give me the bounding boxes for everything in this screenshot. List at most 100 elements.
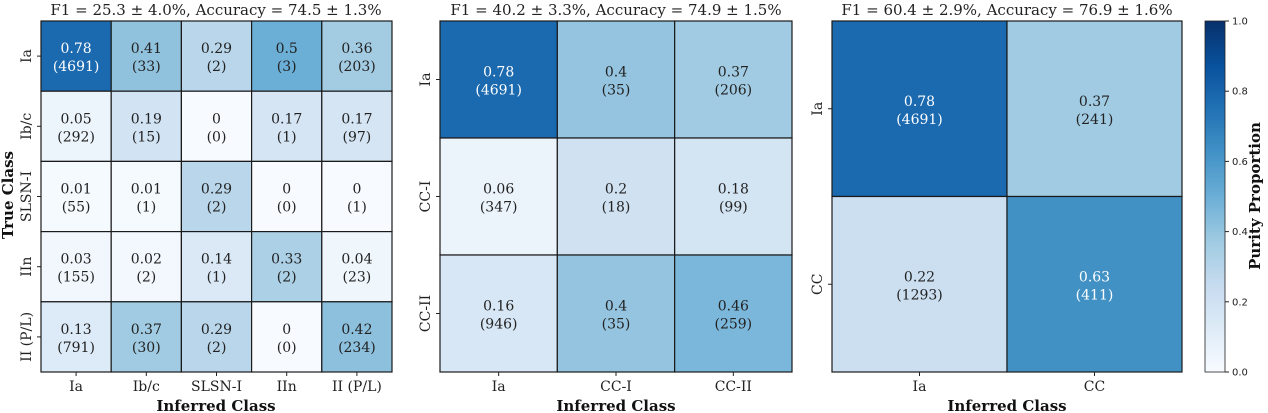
ytick-label-p3-0: Ia [810,102,826,116]
panel-2-heatmap: 0.78 (4691) 0.4 (35) 0.37 (206) 0.06 (347) 0.2 (1… [418,20,793,395]
cell-p1-r0-c2 [180,20,253,92]
xtick-label-p1-2: SLSN-I [191,379,242,395]
cell-p1-r4-c1 [110,301,182,373]
cell-count-p1-r1-c2: (0) [207,129,227,145]
cell-count-p2-r1-c0: (347) [480,200,518,216]
cell-value-p2-r2-c0: 0.16 [483,299,514,315]
cell-value-p1-r4-c2: 0.29 [201,322,232,338]
cell-count-p2-r2-c1: (35) [602,317,631,333]
panel-1-xlabel: Inferred Class [156,397,275,413]
cell-value-p3-r0-c1: 0.37 [1079,94,1110,110]
cell-value-p1-r4-c4: 0.42 [341,322,372,338]
cell-count-p1-r1-c3: (1) [277,129,297,145]
cell-count-p1-r2-c2: (2) [207,200,227,216]
cell-count-p1-r2-c3: (0) [277,200,297,216]
cell-p1-r3-c2 [180,231,253,303]
cell-value-p1-r1-c0: 0.05 [61,111,92,127]
colorbar: 0.0 0.2 0.4 0.6 0.8 1.0 Purity Proportion [1204,17,1264,379]
cell-value-p1-r2-c4: 0 [352,182,361,198]
cell-value-p1-r1-c1: 0.19 [131,111,162,127]
cell-p1-r3-c4 [321,231,393,303]
cell-p1-r2-c3 [251,160,323,233]
cell-count-p2-r1-c2: (99) [719,200,748,216]
cell-p2-r0-c0 [439,20,558,139]
panel-3-title: F1 = 60.4 ± 2.9%, Accuracy = 76.9 ± 1.6% [841,1,1172,19]
panel-1: F1 = 25.3 ± 4.0%, Accuracy = 74.5 ± 1.3%… [0,1,393,413]
cell-count-p1-r3-c1: (2) [136,270,156,286]
cell-p1-r3-c3 [251,231,323,303]
cell-value-p1-r0-c0: 0.78 [61,41,92,57]
cell-value-p1-r0-c4: 0.36 [341,41,372,57]
cell-p2-r0-c1 [556,20,676,139]
cell-count-p1-r3-c3: (2) [277,270,297,286]
cell-p1-r4-c2 [180,301,253,373]
panel-2-xlabel: Inferred Class [556,397,675,413]
cell-value-p2-r0-c0: 0.78 [483,65,514,81]
cell-p1-r1-c4 [321,90,393,162]
cell-value-p3-r0-c0: 0.78 [904,94,935,110]
colorbar-tick-label-4: 0.8 [1232,87,1248,98]
cell-count-p3-r0-c1: (241) [1076,112,1114,128]
cell-value-p3-r1-c0: 0.22 [904,269,935,285]
ytick-label-p2-0: Ia [418,73,434,87]
cell-value-p2-r1-c1: 0.2 [605,182,627,198]
cell-count-p1-r0-c4: (203) [338,59,376,75]
cell-p3-r0-c0 [831,20,1008,198]
cell-value-p1-r4-c3: 0 [282,322,291,338]
cell-value-p2-r2-c1: 0.4 [605,299,627,315]
cell-count-p3-r0-c0: (4691) [896,112,943,128]
cell-value-p2-r1-c0: 0.06 [483,182,514,198]
panel-1-heatmap: 0.78 (4691) 0.41 (33) 0.29 (2) 0.5 (3) 0.36 (203)… [19,20,393,395]
cell-count-p2-r0-c0: (4691) [475,83,522,99]
cell-count-p3-r1-c0: (1293) [896,287,943,303]
panel-3-xlabel: Inferred Class [947,397,1066,413]
cell-p1-r4-c0 [40,301,112,373]
cell-value-p1-r4-c1: 0.37 [131,322,162,338]
cell-count-p1-r2-c4: (1) [347,200,367,216]
xtick-label-p1-3: IIn [277,379,297,395]
cell-p1-r4-c4 [321,301,393,373]
colorbar-tick-label-2: 0.4 [1232,227,1248,238]
cell-value-p2-r0-c1: 0.4 [605,65,627,81]
cell-value-p1-r3-c3: 0.33 [271,252,302,268]
xtick-label-p2-2: CC-II [715,379,752,395]
colorbar-tick-label-0: 0.0 [1232,368,1248,379]
panel-1-title: F1 = 25.3 ± 4.0%, Accuracy = 74.5 ± 1.3% [50,1,381,19]
cell-p2-r1-c1 [556,137,676,256]
cell-p1-r1-c2 [180,90,253,162]
cell-count-p1-r4-c1: (30) [132,340,161,356]
cell-p1-r3-c1 [110,231,182,303]
xtick-label-p1-4: II (P/L) [332,379,382,395]
cell-value-p1-r3-c1: 0.02 [131,252,162,268]
cell-p1-r0-c1 [110,20,182,92]
cell-count-p1-r4-c0: (791) [57,340,95,356]
cell-value-p1-r2-c0: 0.01 [61,182,92,198]
colorbar-tick-label-5: 1.0 [1232,17,1248,28]
cell-count-p1-r0-c0: (4691) [53,59,100,75]
cell-value-p1-r1-c3: 0.17 [271,111,302,127]
cell-p2-r2-c2 [674,254,793,373]
cell-value-p1-r2-c3: 0 [282,182,291,198]
cell-value-p1-r2-c1: 0.01 [131,182,162,198]
cell-count-p3-r1-c1: (411) [1076,287,1114,303]
panel-3: F1 = 60.4 ± 2.9%, Accuracy = 76.9 ± 1.6%… [810,1,1183,413]
ytick-label-p2-1: CC-I [418,181,434,213]
cell-p1-r2-c1 [110,160,182,233]
cell-count-p2-r1-c1: (18) [602,200,631,216]
ytick-label-p1-2: SLSN-I [19,171,35,222]
xtick-label-p2-1: CC-I [600,379,632,395]
cell-value-p3-r1-c1: 0.63 [1079,269,1110,285]
cell-count-p1-r0-c3: (3) [277,59,297,75]
ytick-label-p3-1: CC [810,274,826,295]
cell-p3-r0-c1 [1006,20,1183,198]
ytick-label-p2-2: CC-II [418,295,434,332]
cell-value-p1-r1-c4: 0.17 [341,111,372,127]
cell-count-p1-r1-c1: (15) [132,129,161,145]
cell-value-p2-r0-c2: 0.37 [718,65,749,81]
colorbar-tick-label-1: 0.2 [1232,297,1248,308]
ytick-label-p1-4: II (P/L) [19,312,35,362]
cell-count-p1-r0-c2: (2) [207,59,227,75]
cell-count-p1-r2-c1: (1) [136,200,156,216]
ytick-label-p1-0: Ia [19,49,35,63]
